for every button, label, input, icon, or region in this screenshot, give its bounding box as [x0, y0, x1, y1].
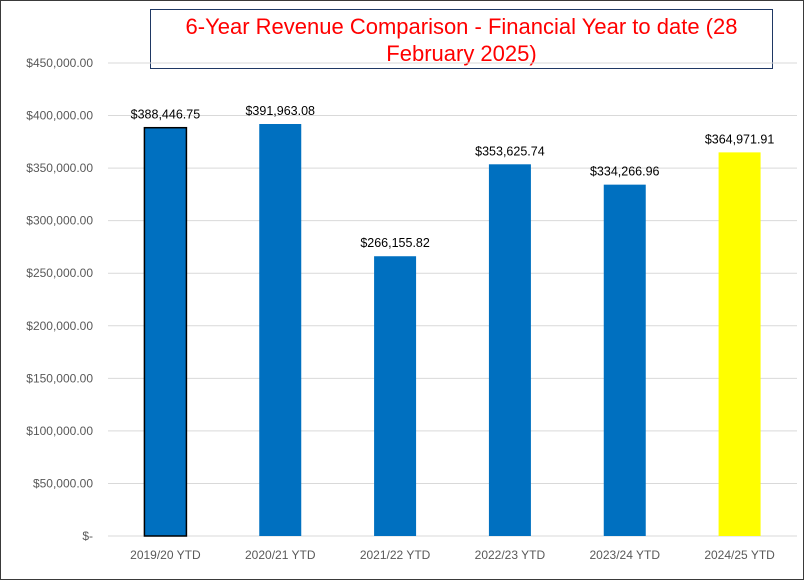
y-tick-label: $400,000.00 [26, 109, 93, 123]
bars [143, 124, 761, 537]
x-tick-label: 2022/23 YTD [475, 548, 546, 562]
data-label: $266,155.82 [360, 236, 430, 250]
y-tick-label: $150,000.00 [26, 371, 93, 385]
data-label: $353,625.74 [475, 144, 545, 158]
y-tick-label: $450,000.00 [26, 56, 93, 70]
y-tick-label: $250,000.00 [26, 266, 93, 280]
bar [488, 164, 531, 536]
x-tick-label: 2023/24 YTD [590, 548, 661, 562]
x-tick-label: 2024/25 YTD [704, 548, 775, 562]
chart-title: 6-Year Revenue Comparison - Financial Ye… [150, 9, 773, 69]
y-tick-label: $200,000.00 [26, 319, 93, 333]
gridlines [108, 62, 797, 537]
data-label: $334,266.96 [590, 165, 660, 179]
bar [603, 184, 646, 536]
data-label: $388,446.75 [131, 108, 201, 122]
y-tick-label: $- [82, 529, 93, 543]
y-tick-label: $100,000.00 [26, 424, 93, 438]
x-tick-label: 2020/21 YTD [245, 548, 316, 562]
y-axis-ticks: $- $50,000.00 $100,000.00 $150,000.00 $200,0… [26, 56, 93, 543]
y-tick-label: $50,000.00 [33, 476, 93, 490]
x-tick-label: 2021/22 YTD [360, 548, 431, 562]
x-tick-label: 2019/20 YTD [130, 548, 201, 562]
bar [259, 124, 302, 537]
data-label: $364,971.91 [705, 132, 775, 146]
bar [143, 126, 188, 537]
data-label: $391,963.08 [245, 104, 315, 118]
x-axis-ticks: 2019/20 YTD 2020/21 YTD 2021/22 YTD 2022/23… [130, 548, 775, 562]
bar [718, 152, 761, 537]
y-tick-label: $350,000.00 [26, 161, 93, 175]
bar [374, 256, 417, 536]
y-tick-label: $300,000.00 [26, 214, 93, 228]
data-labels: $388,446.75 $391,963.08 $266,155.82 $353,62… [131, 104, 775, 250]
